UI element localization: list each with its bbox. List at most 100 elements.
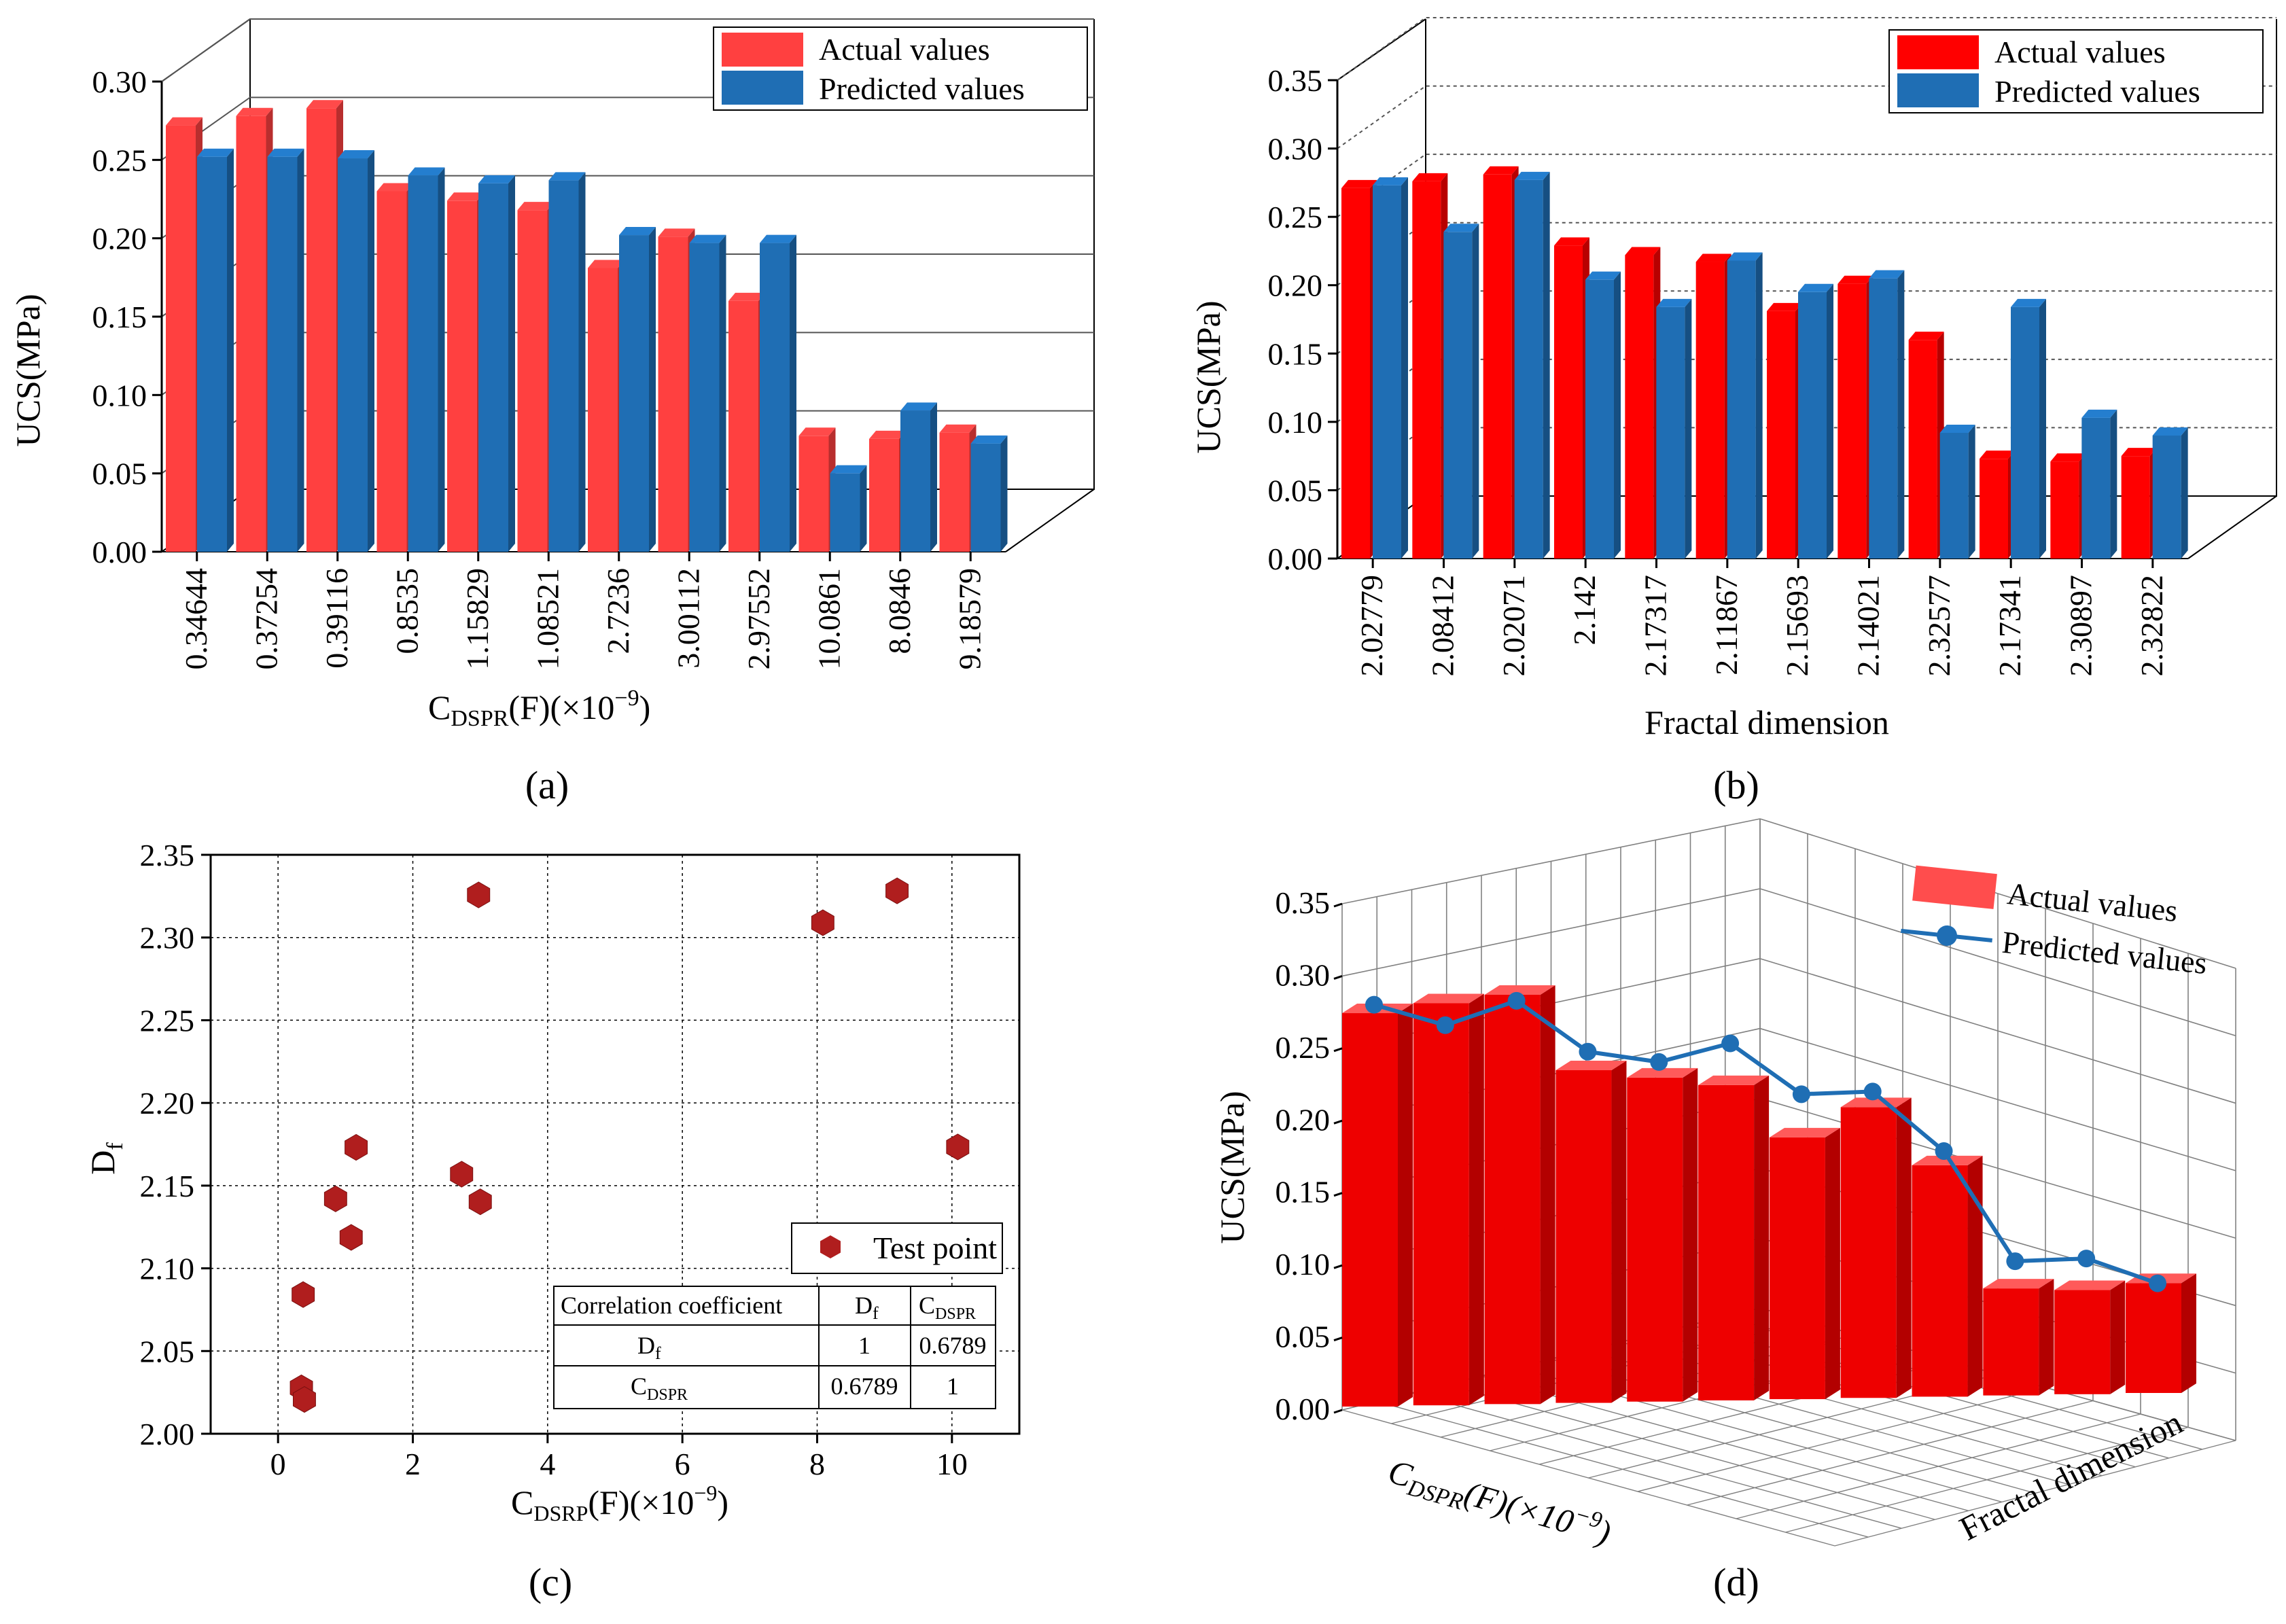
a-bar-predicted: [338, 150, 374, 552]
a-bar-predicted: [408, 167, 445, 552]
a-bar-predicted: [478, 175, 515, 552]
c-x-axis-label: CDSRP(F)(×10−9): [511, 1481, 728, 1525]
d-predicted-point: [1365, 995, 1383, 1014]
b-bar-actual: [1554, 237, 1589, 559]
b-x-tick-label: 2.17341: [1992, 575, 2027, 677]
b-bar-predicted: [2081, 409, 2117, 559]
a-x-tick-label: 0.8535: [389, 568, 424, 654]
a-bar-predicted: [197, 148, 234, 552]
d-bar-actual: [2054, 1280, 2126, 1394]
c-table-row2-v2: 1: [947, 1373, 959, 1400]
c-table-row1-v2: 0.6789: [919, 1332, 987, 1359]
b-bar-predicted: [1869, 270, 1905, 559]
a-bar-actual: [166, 117, 203, 552]
c-legend-label: Test point: [873, 1231, 997, 1265]
c-point: [292, 1281, 315, 1308]
b-x-tick-label: 2.30897: [2064, 575, 2098, 677]
a-y-tick-label: 0.05: [92, 457, 147, 491]
a-caption: (a): [525, 763, 569, 807]
b-x-ticks: 2.02779 2.08412 2.02071 2.142 2.17317 2.11867…: [1354, 559, 2169, 677]
b-bar-actual: [1695, 253, 1731, 559]
b-gridline: [1337, 17, 2276, 81]
a-floor-right-edge: [1005, 489, 1095, 552]
a-legend-actual: Actual values: [819, 32, 990, 67]
b-side-top-edge: [1337, 18, 1426, 81]
c-y-tick-label: 2.10: [140, 1252, 195, 1286]
a-x-tick-label: 9.18579: [952, 568, 987, 670]
d-bar-actual: [1413, 993, 1484, 1406]
a-x-tick-label: 2.7236: [601, 568, 635, 654]
b-bar-predicted: [1373, 177, 1408, 559]
d-legend: Actual values Predicted values: [1901, 865, 2209, 981]
b-x-tick-label: 2.11867: [1709, 575, 1744, 675]
a-x-tick-label: 3.00112: [671, 568, 705, 669]
a-bar-actual: [306, 100, 343, 552]
d-predicted-polyline: [1373, 998, 2158, 1286]
a-x-tick-label: 1.15829: [460, 568, 495, 670]
b-y-tick-label: 0.30: [1268, 132, 1323, 166]
d-predicted-point: [2149, 1274, 2166, 1292]
c-point: [946, 1133, 970, 1161]
b-bar-actual: [1767, 302, 1802, 559]
d-predicted-point: [1579, 1042, 1597, 1061]
b-bar-actual: [1483, 166, 1519, 559]
a-legend: Actual values Predicted values: [713, 27, 1088, 111]
panel-b: 0.00 0.05 0.10 0.15 0.20 0.25 0.30 0.35 2.02779…: [1189, 17, 2277, 807]
panel-a: 0.00 0.05 0.10 0.15 0.20 0.25 0.30 0.34644 0.37…: [9, 18, 1095, 807]
d-z-axis-label: Fractal dimension: [1954, 1403, 2189, 1548]
a-bar-actual: [728, 292, 765, 552]
a-y-tick-label: 0.15: [92, 300, 147, 334]
c-caption: (c): [529, 1560, 572, 1604]
d-legend-marker: [1937, 925, 1958, 946]
c-point: [339, 1224, 363, 1251]
d-y-tick-label: 0.10: [1276, 1247, 1331, 1282]
c-y-tick-label: 2.00: [140, 1417, 195, 1451]
c-y-tick-label: 2.30: [140, 921, 195, 955]
b-x-tick-label: 2.14021: [1851, 575, 1886, 677]
b-bar-predicted: [1656, 298, 1692, 559]
c-x-tick-label: 6: [675, 1447, 690, 1481]
d-y-tick-mark: [1333, 1409, 1343, 1414]
d-y-tick-label: 0.20: [1276, 1102, 1331, 1137]
a-bar-actual: [658, 228, 695, 552]
d-legend-actual: Actual values: [2005, 876, 2179, 928]
a-y-tick-label: 0.00: [92, 535, 147, 569]
c-x-tick-label: 10: [936, 1447, 968, 1481]
a-bar-actual: [517, 202, 555, 552]
a-bar-actual: [869, 430, 906, 552]
a-x-axis-label: CDSPR(F)(×10−9): [428, 686, 650, 731]
c-table-header-df: Df: [855, 1292, 879, 1323]
a-bar-predicted: [267, 148, 304, 552]
d-predicted-point: [1650, 1053, 1668, 1071]
d-floor-gridline-2: [1736, 1413, 2141, 1519]
c-table-row2-v1: 0.6789: [831, 1373, 898, 1400]
a-bar-predicted: [689, 234, 726, 552]
b-bar-actual: [1412, 173, 1448, 559]
a-bar-predicted: [619, 227, 656, 552]
b-y-axis-label: UCS(MPa): [1189, 300, 1227, 453]
a-legend-swatch-actual: [722, 33, 803, 67]
c-correlation-table: Correlation coefficient Df CDSPR Df 1 0.…: [553, 1286, 996, 1409]
a-bar-predicted: [760, 234, 796, 552]
c-y-tick-label: 2.25: [140, 1003, 195, 1038]
c-legend: Test point: [791, 1222, 1003, 1274]
b-x-tick-label: 2.08412: [1426, 575, 1460, 677]
a-x-tick-label: 10.0861: [811, 568, 846, 670]
b-bar-predicted: [1727, 252, 1763, 559]
b-y-tick-label: 0.15: [1268, 336, 1323, 371]
d-predicted-point: [1721, 1034, 1740, 1053]
c-y-axis-label: Df: [84, 1142, 128, 1175]
d-predicted-point: [2077, 1250, 2096, 1268]
b-bar-predicted: [2011, 298, 2046, 559]
c-point: [467, 881, 491, 908]
d-floor-gridline-2: [1834, 1440, 2236, 1547]
b-x-tick-label: 2.02071: [1496, 575, 1531, 677]
d-bar-actual: [1769, 1127, 1840, 1400]
b-x-tick-label: 2.142: [1567, 575, 1602, 646]
a-legend-swatch-predicted: [722, 71, 803, 105]
c-point: [323, 1185, 347, 1212]
c-point: [345, 1133, 368, 1161]
d-predicted-point: [1935, 1142, 1953, 1160]
d-y-ticks: 0.00 0.05 0.10 0.15 0.20 0.25 0.30 0.35: [1276, 885, 1343, 1426]
b-legend: Actual values Predicted values: [1888, 29, 2264, 113]
